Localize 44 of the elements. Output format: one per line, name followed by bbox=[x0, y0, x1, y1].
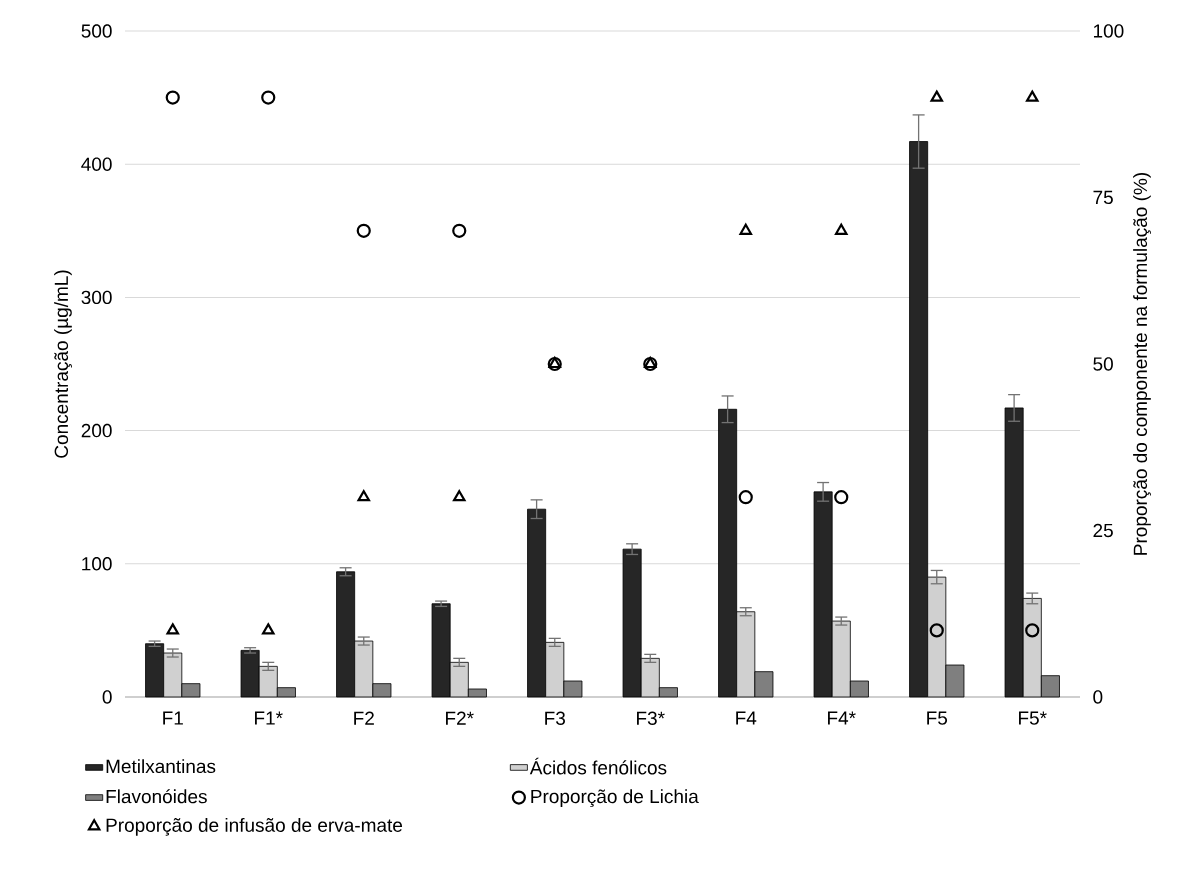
y2-tick-label: 100 bbox=[1093, 24, 1124, 38]
point bbox=[452, 490, 466, 502]
y-tick-label: 0 bbox=[102, 690, 112, 704]
y-tick-label: 200 bbox=[81, 423, 112, 438]
point bbox=[261, 90, 276, 105]
legend-label: Proporção de Lichia bbox=[531, 789, 699, 808]
point bbox=[357, 490, 371, 502]
y-tick-label: 100 bbox=[82, 557, 112, 571]
y2-tick-label: 25 bbox=[1093, 523, 1113, 538]
x-tick-label: F4 bbox=[736, 711, 757, 725]
y2-axis-title: Proporção do componente na formulação (%) bbox=[1133, 173, 1151, 555]
y-tick-label: 400 bbox=[81, 157, 112, 171]
x-tick-label: F2 bbox=[354, 711, 374, 725]
legend-label: Metilxantinas bbox=[106, 759, 216, 774]
point bbox=[930, 90, 944, 102]
legend-label: Proporção de infusão de erva-mate bbox=[106, 817, 403, 836]
point bbox=[356, 223, 371, 238]
point bbox=[929, 623, 944, 638]
point bbox=[1025, 623, 1040, 638]
x-tick-label: F1 bbox=[163, 711, 183, 725]
point bbox=[834, 490, 849, 505]
point bbox=[1025, 90, 1039, 102]
y-axis-title: Concentração (µg/mL) bbox=[54, 270, 72, 458]
x-tick-label: F3 bbox=[545, 711, 565, 725]
legend-label: Ácidos fenólicos bbox=[529, 757, 667, 775]
x-tick-label: F5 bbox=[927, 711, 948, 725]
point bbox=[738, 490, 753, 505]
y2-tick-label: 75 bbox=[1093, 190, 1113, 205]
x-tick-label: F4* bbox=[828, 711, 856, 725]
point bbox=[261, 623, 275, 635]
point bbox=[834, 223, 848, 235]
point bbox=[452, 223, 467, 238]
y2-tick-label: 50 bbox=[1093, 357, 1113, 371]
point bbox=[165, 90, 180, 105]
x-tick-label: F5* bbox=[1019, 711, 1047, 725]
point bbox=[166, 623, 180, 635]
point bbox=[739, 223, 753, 235]
y-tick-label: 500 bbox=[81, 24, 112, 38]
x-tick-label: F3* bbox=[637, 711, 665, 725]
legend-label: Flavonóides bbox=[106, 789, 207, 804]
x-tick-label: F2* bbox=[446, 711, 474, 725]
x-tick-label: F1* bbox=[255, 711, 283, 725]
y-tick-label: 300 bbox=[81, 290, 112, 305]
y2-tick-label: 0 bbox=[1093, 690, 1103, 704]
